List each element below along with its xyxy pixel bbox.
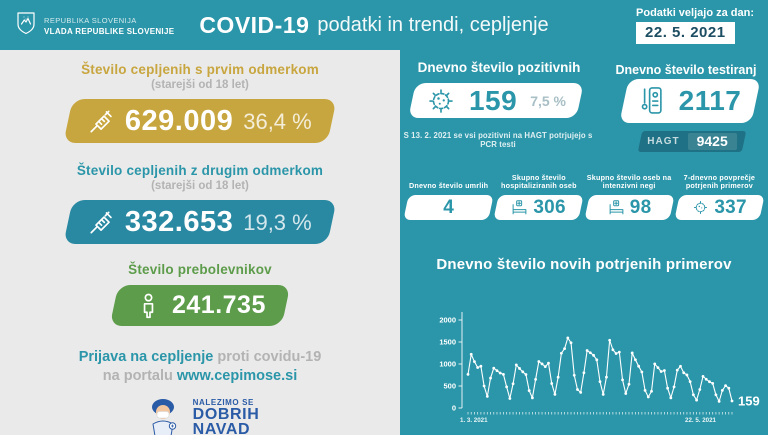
svg-text:22. 5. 2021: 22. 5. 2021 xyxy=(685,417,717,424)
svg-text:0: 0 xyxy=(452,404,456,413)
logo-line-2: VLADA REPUBLIKE SLOVENIJE xyxy=(44,26,175,36)
pcr-note: S 13. 2. 2021 se vsi pozitivni na HAGT p… xyxy=(403,131,593,149)
stat-icu-label: Skupno število oseb na intenzivni negi xyxy=(586,172,672,191)
svg-text:1. 3. 2021: 1. 3. 2021 xyxy=(460,417,488,424)
date-value: 22. 5. 2021 xyxy=(636,22,735,44)
icu-bed-icon xyxy=(607,199,624,216)
virus-icon xyxy=(692,199,709,216)
page-title-rest: podatki in trendi, cepljenje xyxy=(317,13,549,36)
header: REPUBLIKA SLOVENIJA VLADA REPUBLIKE SLOV… xyxy=(0,0,768,50)
campaign-line-3: NAVAD xyxy=(192,420,251,435)
signup-bold-1: Prijava na cepljenje xyxy=(78,349,214,365)
virus-icon xyxy=(426,86,456,116)
stat-7day-average-box: 337 xyxy=(674,195,765,220)
signup-rest-1: proti covidu-19 xyxy=(217,349,322,365)
campaign-line-2: DOBRIH xyxy=(192,405,260,423)
stat-7day-average-value: 337 xyxy=(714,196,747,218)
second-dose-heading: Število cepljenih z drugim odmerkom xyxy=(76,163,324,178)
stat-hospitalized-label: Skupno število hospitaliziranih oseb xyxy=(501,172,577,191)
campaign-line-1: NALEZIMO SE xyxy=(192,397,254,407)
syringe-icon xyxy=(88,108,115,135)
test-kit-icon xyxy=(639,84,669,118)
person-icon xyxy=(135,292,162,319)
first-dose-percent: 36,4 % xyxy=(243,108,312,133)
positives-box: 159 7,5 % xyxy=(408,83,584,118)
stat-hospitalized: Skupno število hospitaliziranih oseb 306 xyxy=(493,164,585,220)
campaign-text: NALEZIMO SE DOBRIH NAVAD CEPIMO SE xyxy=(193,398,262,435)
stat-7day-average: 7-dnevno povprečje potrjenih primerov 33… xyxy=(674,164,765,220)
svg-text:2000: 2000 xyxy=(439,316,456,325)
stat-deaths-label: Dnevno število umrlih xyxy=(408,181,489,191)
first-dose-heading: Število cepljenih s prvim odmerkom xyxy=(81,62,319,77)
recovered-bar: 241.735 xyxy=(109,285,291,326)
tests-heading: Dnevno število testiranj xyxy=(615,63,757,77)
hagt-strip: HAGT 9425 xyxy=(637,131,747,152)
second-dose-subheading: (starejši od 18 let) xyxy=(151,180,249,192)
page-title: COVID-19 podatki in trendi, cepljenje xyxy=(150,0,598,50)
signup-text: Prijava na cepljenje proti covidu-19 na … xyxy=(0,348,400,386)
stat-hospitalized-value: 306 xyxy=(533,196,567,218)
stat-cards-row: Dnevno število umrlih 4 Skupno število h… xyxy=(403,164,765,220)
svg-text:159: 159 xyxy=(738,394,760,409)
first-dose-bar: 629.009 36,4 % xyxy=(63,99,337,143)
positives-heading: Dnevno število pozitivnih xyxy=(417,60,581,75)
svg-text:500: 500 xyxy=(443,382,456,391)
syringe-icon xyxy=(88,209,115,236)
hagt-label: HAGT xyxy=(647,136,680,147)
date-label: Podatki veljajo za dan: xyxy=(636,7,754,19)
date-area: Podatki veljajo za dan: 22. 5. 2021 xyxy=(636,7,754,44)
stat-icu-value: 98 xyxy=(629,196,651,218)
recovered-value: 241.735 xyxy=(171,291,266,319)
chart-title: Dnevno število novih potrjenih primerov xyxy=(436,256,732,273)
signup-rest-2: na portalu xyxy=(102,367,173,384)
page-title-bold: COVID-19 xyxy=(199,11,310,38)
daily-cases-chart: 0 500 1000 1500 2000 1. 3. 2021 22. 5. 2021 159 xyxy=(426,302,766,435)
svg-text:1500: 1500 xyxy=(439,338,456,347)
hagt-value: 9425 xyxy=(687,133,737,150)
second-dose-bar: 332.653 19,3 % xyxy=(63,200,337,244)
government-logo: REPUBLIKA SLOVENIJA VLADA REPUBLIKE SLOV… xyxy=(16,10,174,41)
recovered-heading: Število prebolevnikov xyxy=(128,262,272,277)
svg-text:1000: 1000 xyxy=(439,360,456,369)
tests-value: 2117 xyxy=(678,85,742,116)
daily-stats-panel: Dnevno število pozitivnih 159 7,5 % S 13… xyxy=(400,50,768,435)
vaccination-panel: Število cepljenih s prvim odmerkom (star… xyxy=(0,50,400,435)
campaign-mascot-icon xyxy=(139,398,185,435)
first-dose-value: 629.009 xyxy=(125,104,234,137)
stat-icu: Skupno število oseb na intenzivni negi 9… xyxy=(583,164,675,220)
trend-chart-svg: 0 500 1000 1500 2000 1. 3. 2021 22. 5. 2021 159 xyxy=(439,312,760,424)
campaign-logo: NALEZIMO SE DOBRIH NAVAD CEPIMO SE xyxy=(0,398,400,435)
signup-portal-link[interactable]: www.cepimose.si xyxy=(176,367,298,384)
tests-box: 2117 xyxy=(619,79,761,123)
stat-deaths-box: 4 xyxy=(403,195,494,220)
positives-percent: 7,5 % xyxy=(530,92,566,109)
second-dose-value: 332.653 xyxy=(125,205,234,238)
first-dose-subheading: (starejši od 18 let) xyxy=(151,79,249,91)
slovenia-coat-of-arms-icon xyxy=(16,10,36,41)
stat-hospitalized-box: 306 xyxy=(493,195,585,220)
hospital-bed-icon xyxy=(512,199,529,216)
stat-7day-average-label: 7-dnevno povprečje potrjenih primerov xyxy=(683,172,756,191)
stat-icu-box: 98 xyxy=(583,195,675,220)
second-dose-percent: 19,3 % xyxy=(243,209,312,234)
stat-deaths-value: 4 xyxy=(443,196,455,218)
logo-line-1: REPUBLIKA SLOVENIJA xyxy=(44,15,137,25)
stat-deaths: Dnevno število umrlih 4 xyxy=(403,164,494,220)
positives-value: 159 xyxy=(468,84,518,116)
